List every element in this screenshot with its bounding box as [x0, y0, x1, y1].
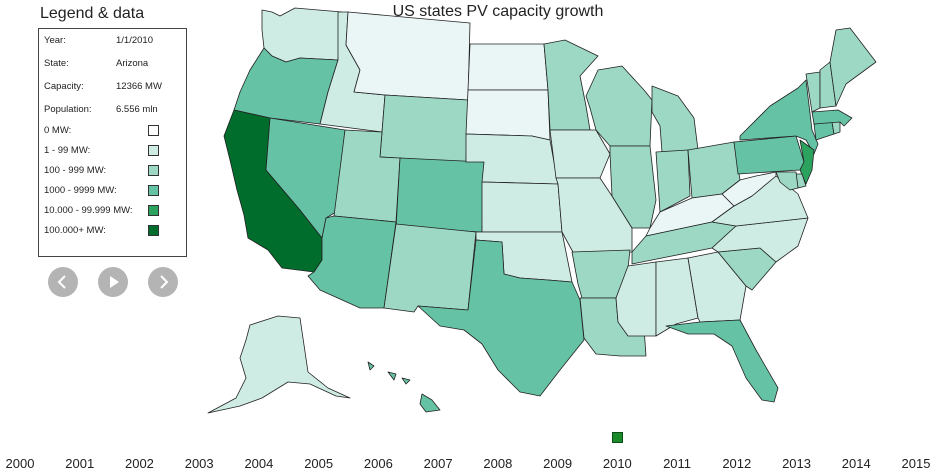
legend-swatch: [148, 225, 159, 236]
year-label-2008[interactable]: 2008: [483, 456, 513, 471]
timeline-slider-handle[interactable]: [612, 432, 624, 443]
legend-class-1: 1 - 99 MW:: [44, 145, 180, 157]
info-row-capacity: Capacity: 12366 MW: [44, 81, 180, 93]
state-NM[interactable]: [383, 223, 477, 313]
info-key: Year:: [44, 35, 66, 46]
legend-swatch: [148, 125, 159, 136]
year-label-2003[interactable]: 2003: [184, 456, 214, 471]
state-IL[interactable]: [609, 145, 657, 229]
info-key: Population:: [44, 104, 92, 115]
state-IA[interactable]: [549, 129, 611, 179]
play-button[interactable]: [98, 267, 128, 297]
state-PA[interactable]: [733, 135, 805, 175]
legend-class-5: 100.000+ MW:: [44, 225, 180, 237]
legend-class-4: 10.000 - 99.999 MW:: [44, 205, 180, 217]
info-value: 1/1/2010: [116, 35, 153, 46]
state-MT[interactable]: [345, 11, 471, 101]
info-value: 6.556 mln: [116, 104, 158, 115]
year-label-2013[interactable]: 2013: [782, 456, 811, 471]
state-WA[interactable]: [261, 7, 343, 63]
state-KS[interactable]: [481, 181, 563, 233]
info-row-population: Population: 6.556 mln: [44, 104, 180, 116]
legend-class-label: 1 - 99 MW:: [44, 145, 91, 156]
legend-class-label: 1000 - 9999 MW:: [44, 185, 117, 196]
chevron-left-icon: [57, 275, 66, 289]
map-title: US states PV capacity growth: [392, 3, 604, 20]
year-label-2002[interactable]: 2002: [124, 456, 154, 471]
legend-class-label: 10.000 - 99.999 MW:: [44, 205, 133, 216]
year-label-2015[interactable]: 2015: [901, 456, 931, 471]
prev-year-button[interactable]: [48, 267, 78, 297]
state-MD[interactable]: [775, 171, 799, 191]
state-CT[interactable]: [813, 121, 835, 141]
state-ME[interactable]: [829, 27, 877, 107]
year-label-2007[interactable]: 2007: [423, 456, 453, 471]
year-label-2000[interactable]: 2000: [5, 456, 35, 471]
legend-title: Legend & data: [40, 5, 145, 22]
state-NJ[interactable]: [799, 139, 815, 185]
year-label-2004[interactable]: 2004: [244, 456, 274, 471]
state-ND[interactable]: [467, 43, 549, 91]
state-AL[interactable]: [655, 257, 699, 337]
state-NY[interactable]: [739, 79, 819, 155]
info-value: 12366 MW: [116, 81, 162, 92]
year-label-2009[interactable]: 2009: [543, 456, 573, 471]
legend-swatch: [148, 145, 159, 156]
year-label-2005[interactable]: 2005: [304, 456, 334, 471]
play-icon: [110, 276, 119, 288]
state-WY[interactable]: [379, 94, 469, 163]
state-MN[interactable]: [543, 39, 599, 131]
year-label-2012[interactable]: 2012: [722, 456, 752, 471]
state-WV[interactable]: [721, 171, 777, 207]
state-IN[interactable]: [655, 149, 691, 213]
year-label-2006[interactable]: 2006: [363, 456, 393, 471]
chevron-right-icon: [160, 275, 169, 289]
info-value: Arizona: [116, 58, 149, 69]
state-MI[interactable]: [651, 85, 699, 153]
legend-class-2: 100 - 999 MW:: [44, 165, 180, 177]
legend-swatch: [148, 185, 159, 196]
legend-panel: Year: 1/1/2010 State: Arizona Capacity: …: [38, 28, 187, 257]
year-label-2014[interactable]: 2014: [841, 456, 871, 471]
info-key: Capacity:: [44, 81, 84, 92]
year-label-2001[interactable]: 2001: [65, 456, 95, 471]
state-SD[interactable]: [465, 89, 551, 141]
state-HI[interactable]: [367, 361, 441, 413]
state-CO[interactable]: [395, 157, 485, 233]
info-row-state: State: Arizona: [44, 58, 180, 70]
legend-class-label: 100 - 999 MW:: [44, 165, 107, 176]
legend-swatch: [148, 165, 159, 176]
state-AK[interactable]: [207, 315, 351, 414]
legend-class-3: 1000 - 9999 MW:: [44, 185, 180, 197]
state-TX[interactable]: [417, 239, 585, 397]
legend-class-label: 100.000+ MW:: [44, 225, 106, 236]
info-row-year: Year: 1/1/2010: [44, 35, 180, 47]
next-year-button[interactable]: [148, 267, 178, 297]
legend-class-label: 0 MW:: [44, 125, 72, 136]
legend-class-0: 0 MW:: [44, 125, 180, 137]
info-key: State:: [44, 58, 69, 69]
year-label-2011[interactable]: 2011: [663, 456, 692, 471]
year-label-2010[interactable]: 2010: [602, 456, 632, 471]
legend-swatch: [148, 205, 159, 216]
state-FL[interactable]: [665, 319, 779, 403]
state-MA[interactable]: [811, 109, 853, 127]
